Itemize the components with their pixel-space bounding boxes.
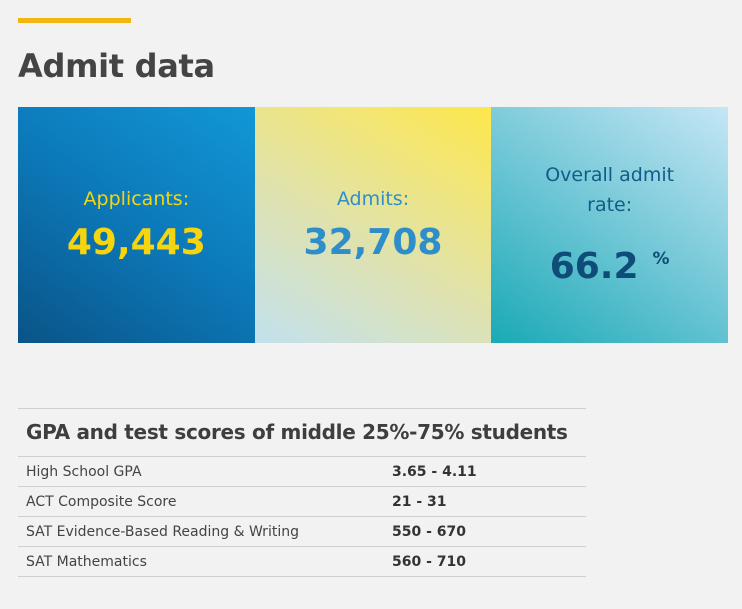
admits-value: 32,708	[303, 222, 443, 263]
score-value: 21 - 31	[392, 493, 447, 510]
applicants-tile: Applicants: 49,443	[18, 107, 255, 343]
score-label: ACT Composite Score	[26, 493, 177, 510]
page-title: Admit data	[18, 47, 215, 85]
stat-tiles: Applicants: 49,443 Admits: 32,708 Overal…	[18, 107, 728, 343]
score-label: SAT Mathematics	[26, 553, 147, 570]
score-label: High School GPA	[26, 463, 142, 480]
table-row: High School GPA 3.65 - 4.11	[18, 457, 586, 487]
admits-label: Admits:	[336, 188, 410, 210]
admit-rate-unit: %	[652, 249, 670, 269]
admit-rate-label: Overall admit rate:	[545, 164, 675, 216]
table-row: SAT Evidence-Based Reading & Writing 550…	[18, 517, 586, 547]
accent-bar	[18, 18, 131, 23]
scores-heading: GPA and test scores of middle 25%-75% st…	[18, 409, 586, 457]
score-value: 560 - 710	[392, 553, 467, 570]
score-value: 550 - 670	[392, 523, 467, 540]
admit-rate-value: 66.2	[549, 246, 639, 287]
admits-tile: Admits: 32,708	[254, 107, 492, 343]
table-row: ACT Composite Score 21 - 31	[18, 487, 586, 517]
applicants-label: Applicants:	[83, 188, 190, 210]
score-label: SAT Evidence-Based Reading & Writing	[26, 523, 299, 540]
admit-rate-tile: Overall admit rate: 66.2%	[491, 107, 728, 343]
score-value: 3.65 - 4.11	[392, 463, 477, 480]
scores-table: GPA and test scores of middle 25%-75% st…	[18, 408, 586, 577]
admit-rate-value-wrap: 66.2%	[550, 236, 670, 290]
table-row: SAT Mathematics 560 - 710	[18, 547, 586, 577]
applicants-value: 49,443	[66, 222, 206, 263]
